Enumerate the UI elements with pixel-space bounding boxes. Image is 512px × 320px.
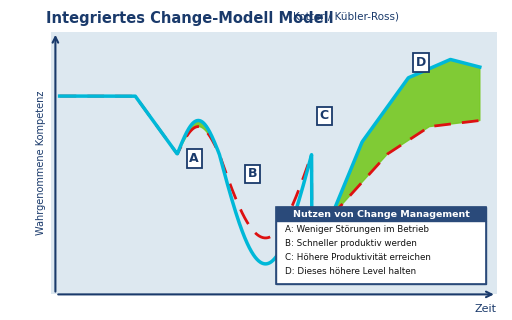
Text: B: Schneller produktiv werden: B: Schneller produktiv werden (285, 239, 417, 248)
FancyBboxPatch shape (276, 207, 486, 221)
Text: C: C (320, 109, 329, 123)
Text: Zeit: Zeit (475, 304, 497, 314)
Text: (Kotter / Kübler-Ross): (Kotter / Kübler-Ross) (289, 11, 399, 21)
Text: A: Weniger Störungen im Betrieb: A: Weniger Störungen im Betrieb (285, 225, 429, 234)
Text: C: Höhere Produktivität erreichen: C: Höhere Produktivität erreichen (285, 253, 431, 262)
Text: Nutzen von Change Management: Nutzen von Change Management (293, 210, 470, 219)
Text: D: Dieses höhere Level halten: D: Dieses höhere Level halten (285, 267, 416, 276)
Text: Wahrgenommene Kompetenz: Wahrgenommene Kompetenz (36, 91, 46, 236)
Text: Integriertes Change-Modell Modell: Integriertes Change-Modell Modell (46, 11, 334, 26)
Text: A: A (189, 152, 199, 165)
FancyBboxPatch shape (276, 221, 486, 284)
Text: B: B (248, 167, 258, 180)
Text: D: D (416, 56, 426, 69)
